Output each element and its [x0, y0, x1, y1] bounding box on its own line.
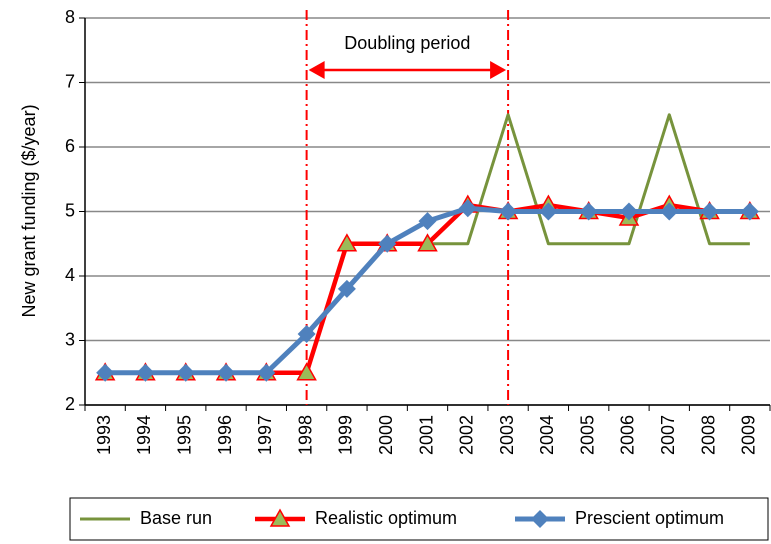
y-tick-label: 3	[65, 329, 75, 349]
point	[660, 202, 679, 221]
point	[378, 234, 397, 253]
point	[176, 363, 195, 382]
x-tick-label: 1993	[94, 415, 114, 455]
x-tick-label: 2005	[577, 415, 597, 455]
series-line	[105, 202, 750, 375]
point	[740, 202, 759, 221]
x-tick-label: 2004	[537, 415, 557, 455]
y-tick-label: 7	[65, 71, 75, 91]
legend-label: Realistic optimum	[315, 508, 457, 528]
point	[418, 212, 437, 231]
point	[296, 362, 317, 381]
legend-marker	[531, 510, 549, 528]
point	[257, 363, 276, 382]
point	[458, 199, 477, 218]
x-tick-label: 1995	[174, 415, 194, 455]
x-tick-label: 2001	[416, 415, 436, 455]
legend-label: Prescient optimum	[575, 508, 724, 528]
x-tick-label: 2003	[497, 415, 517, 455]
legend-label: Base run	[140, 508, 212, 528]
x-tick-label: 1994	[134, 415, 154, 455]
point	[337, 279, 356, 298]
point	[136, 363, 155, 382]
point	[579, 202, 598, 221]
y-tick-label: 8	[65, 7, 75, 27]
point	[619, 202, 638, 221]
x-tick-label: 1996	[215, 415, 235, 455]
x-tick-label: 1998	[295, 415, 315, 455]
x-tick-label: 2007	[658, 415, 678, 455]
series-line	[105, 205, 750, 376]
y-tick-label: 2	[65, 394, 75, 414]
x-tick-label: 2002	[457, 415, 477, 455]
x-tick-label: 2009	[739, 415, 759, 455]
y-tick-label: 6	[65, 136, 75, 156]
point	[217, 363, 236, 382]
point	[499, 202, 518, 221]
y-tick-label: 4	[65, 265, 75, 285]
arrow-head	[490, 61, 507, 79]
legend-marker	[269, 508, 291, 527]
x-tick-label: 1999	[336, 415, 356, 455]
annotation: Doubling period	[344, 33, 470, 53]
x-tick-label: 2006	[618, 415, 638, 455]
x-tick-label: 1997	[255, 415, 275, 455]
point	[297, 325, 316, 344]
point	[336, 233, 358, 252]
y-tick-label: 5	[65, 200, 75, 220]
point	[96, 363, 115, 382]
x-tick-label: 2008	[698, 415, 718, 455]
x-tick-label: 2000	[376, 415, 396, 455]
arrow-head	[308, 61, 325, 79]
point	[700, 202, 719, 221]
point	[417, 233, 438, 252]
y-axis-label: New grant funding ($/year)	[19, 104, 39, 317]
point	[539, 202, 558, 221]
legend-box	[69, 497, 769, 541]
